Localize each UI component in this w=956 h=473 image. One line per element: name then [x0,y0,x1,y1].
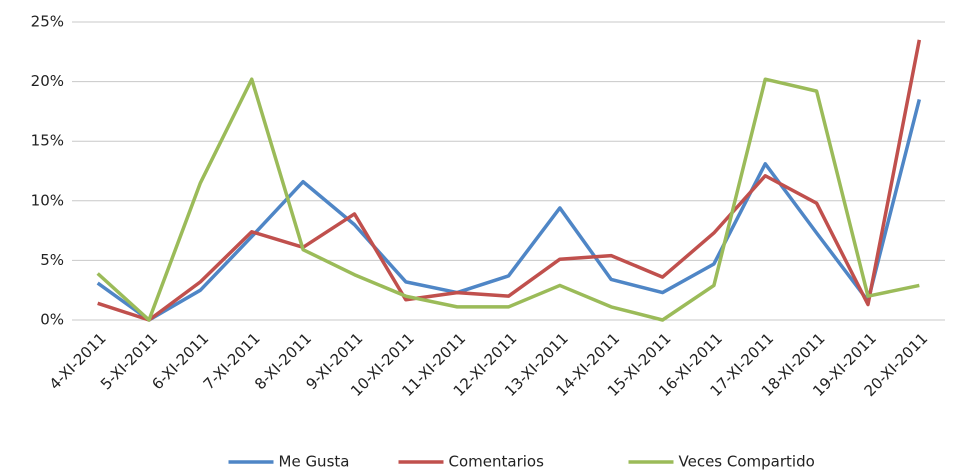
data-line [96,77,920,322]
legend-label: Me Gusta [279,453,350,471]
legend-item: Me Gusta [228,453,350,471]
y-tick-label: 5% [40,251,64,269]
y-tick-label: 10% [31,191,64,209]
data-line [97,39,922,322]
legend-label: Veces Compartido [679,453,815,471]
y-tick-label: 20% [31,72,64,90]
legend-item: Comentarios [398,453,545,471]
data-line [96,99,922,322]
legend-label: Comentarios [449,453,545,471]
legend-item: Veces Compartido [628,453,815,471]
y-tick-label: 25% [31,13,64,31]
y-tick-label: 15% [31,132,64,150]
y-tick-label: 0% [40,311,64,329]
